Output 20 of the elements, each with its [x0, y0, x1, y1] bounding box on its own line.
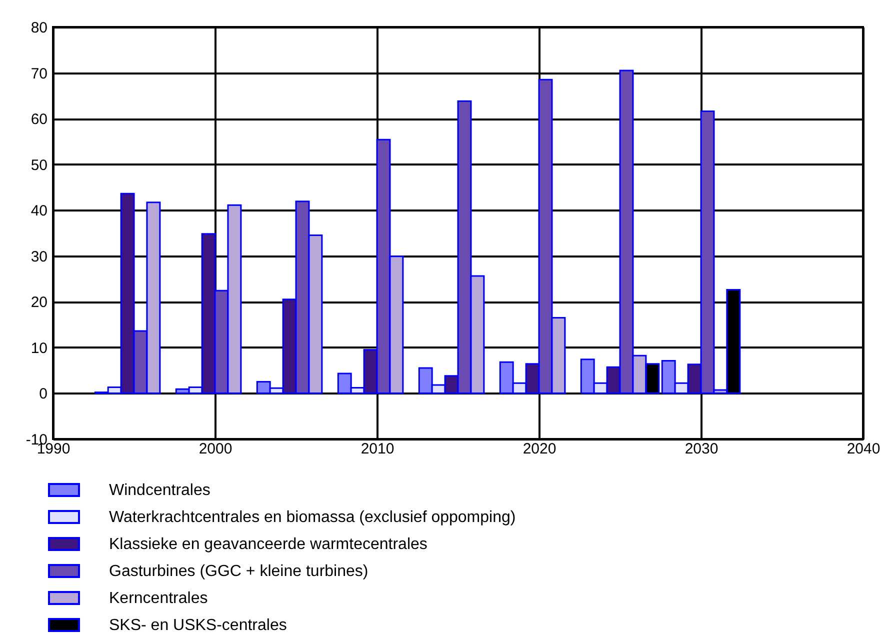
- legend-label: Waterkrachtcentrales en biomassa (exclusief oppomping): [109, 509, 516, 526]
- legend-label: SKS- en USKS-centrales: [109, 617, 287, 634]
- x-tick-label: 2010: [360, 440, 394, 458]
- y-tick-label: 40: [30, 202, 48, 220]
- x-tick-label: 2000: [198, 440, 232, 458]
- x-tick-label: 2020: [522, 440, 556, 458]
- y-tick-label: 20: [30, 294, 48, 312]
- legend-label: Windcentrales: [109, 482, 210, 499]
- y-tick-label: 10: [30, 340, 48, 357]
- x-tick-label: 2040: [846, 440, 880, 458]
- x-tick-label: 2030: [684, 440, 718, 458]
- y-tick-label: 30: [30, 248, 48, 266]
- y-tick-label: 50: [30, 156, 48, 174]
- y-tick-label: 0: [39, 386, 48, 403]
- legend-label: Kerncentrales: [109, 590, 208, 607]
- y-tick-label: 70: [30, 65, 48, 82]
- y-tick-label: 60: [30, 111, 48, 128]
- y-tick-label: 80: [30, 20, 48, 36]
- legend-label: Klassieke en geavanceerde warmtecentrales: [109, 536, 428, 553]
- legend-label: Gasturbines (GGC + kleine turbines): [109, 563, 368, 580]
